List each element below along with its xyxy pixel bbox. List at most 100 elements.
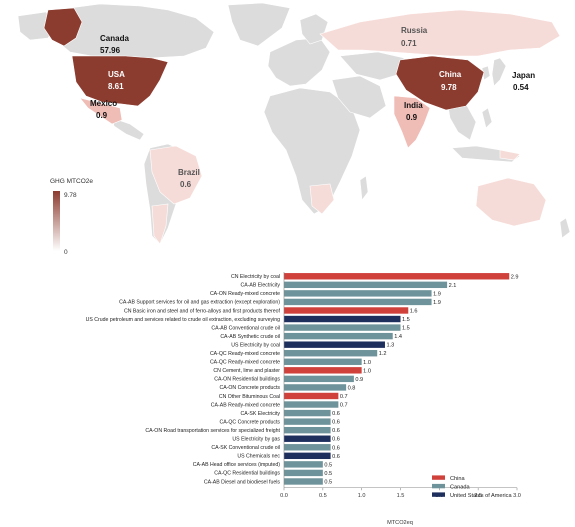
canada-name: Canada — [100, 34, 129, 43]
bar-value-label: 1.0 — [363, 360, 371, 366]
japan-shape — [491, 57, 507, 87]
bar-label: US Chemicals nec — [237, 454, 280, 460]
bar-label: CN Electricity by coal — [231, 274, 280, 280]
bar — [284, 409, 331, 417]
bar — [284, 435, 331, 442]
bar-label: CA-AB Conventional crude oil — [211, 325, 280, 331]
bar-value-label: 0.5 — [324, 479, 332, 485]
bar — [284, 350, 378, 357]
mexico-name: Mexico — [90, 99, 117, 108]
bar-value-label: 1.6 — [410, 308, 418, 314]
canada-value: 57.96 — [100, 46, 121, 55]
new-zealand-shape — [559, 217, 571, 239]
southern-africa-shape — [309, 183, 335, 215]
bar-label: US Electricity by coal — [231, 342, 280, 348]
central-asia-shape — [339, 51, 405, 81]
x-tick-label: 2.5 — [474, 493, 482, 499]
bar-value-label: 0.7 — [340, 394, 348, 400]
japan-name: Japan — [512, 71, 535, 80]
bar-label: CN Other Bituminous Coal — [219, 394, 280, 400]
bar-value-label: 0.9 — [355, 377, 363, 383]
emissions-bar-chart: CN Electricity by coal 2.9 CA-AB Electrici… — [86, 272, 521, 526]
central-america-shape — [111, 117, 145, 141]
bar-label: CA-AB Support services for oil and gas e… — [119, 300, 280, 306]
bar — [284, 324, 401, 331]
russia-name: Russia — [401, 26, 428, 35]
argentina-shape — [151, 203, 169, 245]
bar — [284, 418, 331, 425]
russia-value: 0.71 — [401, 39, 417, 48]
bar — [284, 367, 362, 374]
middle-east-shape — [331, 75, 387, 119]
bar-label: CA-ON Road transportation services for s… — [145, 428, 280, 434]
region-shapes — [43, 3, 561, 245]
usa-name: USA — [108, 70, 125, 79]
scandinavia-shape — [299, 13, 329, 45]
usa-value: 8.61 — [108, 82, 124, 91]
usa-shape — [71, 55, 169, 107]
alaska-usa-shape — [43, 7, 83, 47]
bar — [284, 341, 385, 348]
x-tick-label: 1.0 — [358, 493, 366, 499]
country-labels: Canada 57.96 USA 8.61 Russia 0.71 China … — [90, 26, 535, 189]
bar — [284, 375, 354, 383]
brazil-shape — [149, 145, 203, 205]
bar-value-label: 1.5 — [402, 317, 410, 323]
madagascar-shape — [359, 175, 369, 201]
bar-value-label: 1.0 — [363, 368, 371, 374]
bar-layer: CN Electricity by coal 2.9 CA-AB Electrici… — [86, 273, 519, 485]
india-shape — [393, 95, 431, 149]
legend-label: United States of America — [450, 493, 512, 499]
bar-value-label: 0.6 — [332, 454, 340, 460]
bar — [284, 332, 393, 340]
bar-label: CA-QC Residential buildings — [214, 471, 280, 477]
legend-label: Canada — [450, 484, 470, 490]
bar-label: CA-ON Residential buildings — [214, 377, 280, 383]
bar-label: CA-AB Diesel and biodiesel fuels — [204, 479, 281, 485]
x-tick-label: 1.5 — [397, 493, 405, 499]
bar — [284, 358, 362, 365]
russia-shape — [319, 9, 561, 57]
bar-value-label: 2.1 — [449, 283, 457, 289]
japan-value: 0.54 — [513, 83, 529, 92]
brazil-name: Brazil — [178, 168, 200, 177]
bar-value-label: 0.6 — [332, 420, 340, 426]
bar — [284, 384, 347, 391]
bar-value-label: 0.5 — [324, 462, 332, 468]
australia-shape — [475, 177, 547, 227]
bar-legend: China Canada United States of America — [432, 475, 512, 499]
bar-value-label: 0.5 — [324, 471, 332, 477]
bar-label: CN Basic iron and steel and of ferro-all… — [124, 308, 281, 314]
bar-value-label: 2.9 — [511, 274, 519, 280]
bar — [284, 298, 432, 306]
europe-shape — [267, 37, 331, 87]
india-value: 0.9 — [406, 113, 418, 122]
bar-label: CA-QC Ready-mixed concrete — [210, 360, 280, 366]
greenland-shape — [227, 2, 291, 47]
map-legend: GHG MTCO2e 9.78 0 — [50, 178, 93, 256]
bar — [284, 281, 448, 289]
bar — [284, 469, 323, 477]
bar-label: CA-ON Concrete products — [219, 385, 280, 391]
china-value: 9.78 — [441, 83, 457, 92]
brazil-value: 0.6 — [180, 180, 192, 189]
philippines-shape — [481, 107, 493, 129]
map-legend-max: 9.78 — [64, 192, 77, 199]
bar-label: US Crude petroleum and services related … — [86, 317, 280, 323]
bar-value-label: 1.3 — [386, 343, 394, 349]
bar-label: CA-AB Ready-mixed concrete — [211, 402, 280, 408]
bar-label: CA-SK Electricity — [241, 411, 281, 417]
bar-value-label: 1.4 — [394, 334, 402, 340]
bar-value-label: 0.6 — [332, 445, 340, 451]
bar-label: CA-QC Ready-mixed concrete — [210, 351, 280, 357]
bar-label: US Electricity by gas — [232, 437, 280, 443]
canada-shape — [55, 3, 215, 59]
bar-value-label: 1.2 — [379, 351, 387, 357]
india-name: India — [404, 101, 423, 110]
world-choropleth-map: Canada 57.96 USA 8.61 Russia 0.71 China … — [17, 2, 571, 256]
bar — [284, 392, 339, 400]
map-legend-gradient — [53, 191, 60, 251]
x-tick-label: 0.0 — [280, 493, 288, 499]
x-tick-label: 3.0 — [513, 493, 521, 499]
bar — [284, 452, 331, 460]
